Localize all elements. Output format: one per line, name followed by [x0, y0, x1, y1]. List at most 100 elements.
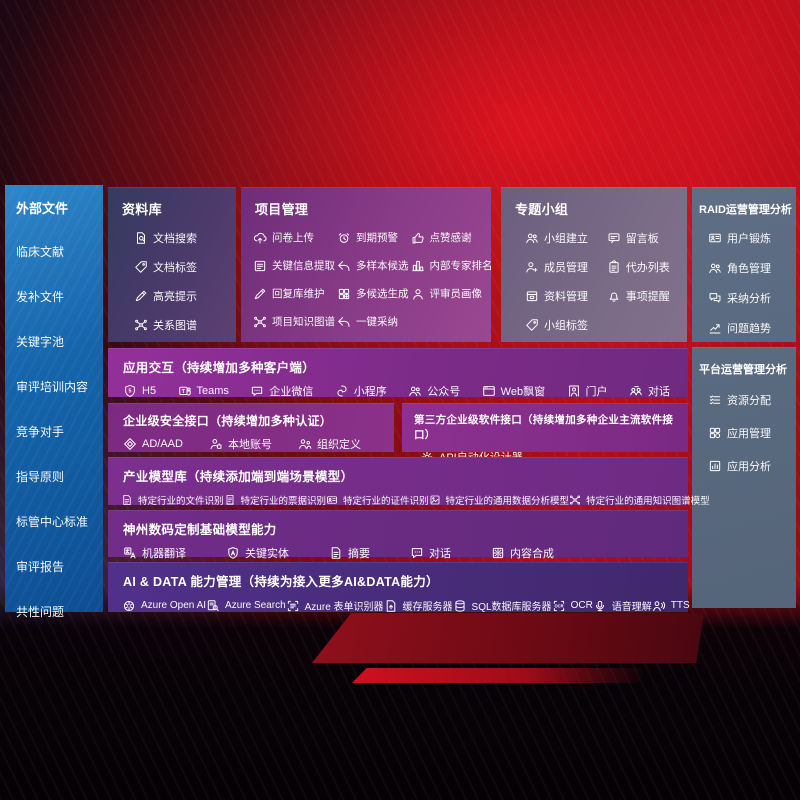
item-multi-sample-candidate[interactable]: 多样本候选	[337, 258, 409, 273]
item-doc-search[interactable]: 文档搜索	[134, 230, 236, 246]
item-member-manage[interactable]: 成员管理	[525, 259, 607, 275]
model-receipt-recognition[interactable]: 特定行业的票据识别	[224, 493, 326, 507]
doc-icon	[329, 546, 343, 560]
item-questionnaire-upload[interactable]: 问卷上传	[253, 230, 335, 245]
row-industry-items: 特定行业的文件识别 特定行业的票据识别 特定行业的证件识别 特定行业的通用数据分析模型…	[108, 485, 710, 507]
item-due-warning[interactable]: 到期预警	[337, 230, 409, 245]
auth-org-definition[interactable]: 组织定义	[298, 436, 361, 452]
item-message-board[interactable]: 留言板	[607, 230, 681, 246]
sidebar-item-competitors[interactable]: 竞争对手	[16, 423, 99, 440]
cap-content-compose[interactable]: 内容合成	[491, 545, 554, 561]
sidebar-item-supplement-files[interactable]: 发补文件	[16, 288, 99, 305]
item-label: 多候选生成	[356, 288, 409, 300]
people-icon	[408, 384, 422, 398]
item-one-click-adopt[interactable]: 一键采纳	[337, 314, 409, 329]
client-web-popup[interactable]: Web飘窗	[482, 383, 545, 399]
item-reply-lib-maintain[interactable]: 回复库维护	[253, 286, 335, 301]
svc-sql-server[interactable]: SQL数据库服务器	[453, 598, 552, 613]
item-material-manage[interactable]: 资料管理	[525, 288, 607, 304]
sidebar-item-keyword-pool[interactable]: 关键字池	[16, 333, 99, 350]
item-label: 小组标签	[544, 320, 588, 332]
svc-cache-server[interactable]: 缓存服务器	[384, 598, 453, 613]
row-aidata-items: Azure Open AI Azure Search Azure 表单识别器 缓存服务…	[108, 590, 690, 613]
item-label: 问卷上传	[272, 232, 314, 244]
item-app-manage[interactable]: 应用管理	[708, 425, 796, 441]
image-chart-icon	[429, 494, 441, 506]
item-todo-list[interactable]: 代办列表	[607, 259, 681, 275]
sidebar-item-common-issues[interactable]: 共性问题	[16, 603, 99, 620]
panel-group-items: 小组建立 留言板成员管理 代办列表 资料管理 事项提醒小组标签	[501, 218, 687, 333]
model-id-recognition[interactable]: 特定行业的证件识别	[326, 493, 429, 507]
client-official-account[interactable]: 公众号	[408, 383, 460, 399]
sidebar-external-files: 外部文件 临床文献 发补文件 关键字池 审评培训内容 竞争对手 指导原则 标管中心标准 审评报…	[5, 185, 103, 619]
sidebar-item-standards-center[interactable]: 标管中心标准	[16, 513, 99, 530]
item-role-manage[interactable]: 角色管理	[708, 260, 796, 276]
item-user-training[interactable]: 用户锻炼	[708, 230, 796, 246]
client-dialog[interactable]: 对话	[629, 383, 670, 399]
item-label: 企业微信	[269, 386, 314, 398]
client-portal[interactable]: 门户	[567, 383, 608, 399]
item-key-info-extract[interactable]: 关键信息提取	[253, 258, 335, 273]
model-file-recognition[interactable]: 特定行业的文件识别	[121, 493, 224, 507]
svc-azure-search[interactable]: Azure Search	[206, 599, 286, 613]
sidebar-item-review-training[interactable]: 审评培训内容	[16, 378, 99, 395]
svc-tts[interactable]: TTS	[652, 599, 690, 613]
grid-plus-icon	[337, 287, 351, 301]
sidebar-item-clinical-literature[interactable]: 临床文献	[16, 243, 99, 260]
item-project-knowledge-graph[interactable]: 项目知识图谱	[253, 314, 335, 329]
cap-dialog[interactable]: 对话	[410, 545, 451, 561]
item-label: 一键采纳	[356, 316, 398, 328]
item-label: Web飘窗	[500, 386, 546, 398]
client-teams[interactable]: Teams	[178, 384, 229, 398]
item-group-tags[interactable]: 小组标签	[525, 317, 607, 333]
item-highlight-tip[interactable]: 高亮提示	[134, 288, 236, 304]
cap-summary[interactable]: 摘要	[329, 545, 370, 561]
row-interaction-items: H5 Teams 企业微信 小程序 公众号 Web飘窗 门户 对话	[108, 376, 688, 399]
panel-platform-items: 资源分配应用管理应用分析	[692, 377, 796, 474]
svc-speech-understanding[interactable]: 语音理解	[593, 598, 652, 613]
item-label: 竞争对手	[16, 425, 65, 439]
item-expert-ranking[interactable]: 内部专家排名	[411, 258, 493, 273]
item-relation-graph[interactable]: 关系图谱	[134, 317, 236, 333]
item-issue-trend[interactable]: 问题趋势	[708, 320, 796, 336]
reply-arrow-icon	[337, 259, 351, 273]
cache-server-icon	[384, 599, 398, 613]
sidebar-items: 临床文献发补文件关键字池审评培训内容 竞争对手指导原则标管中心标准 审评报告共性问题	[5, 217, 103, 620]
cap-machine-translation[interactable]: 机器翻译	[123, 545, 186, 561]
item-matter-reminder[interactable]: 事项提醒	[607, 288, 681, 304]
item-reviewer-profile[interactable]: 评审员画像	[411, 286, 493, 301]
item-like-thanks[interactable]: 点赞感谢	[411, 230, 493, 245]
sidebar-item-guidelines[interactable]: 指导原则	[16, 468, 99, 485]
teams-icon	[178, 384, 192, 398]
item-label: 留言板	[625, 233, 659, 245]
svc-ocr[interactable]: OCR	[552, 599, 593, 613]
model-general-data-analysis[interactable]: 特定行业的通用数据分析模型	[429, 493, 569, 507]
auth-ad-aad[interactable]: AD/AAD	[123, 437, 183, 451]
item-app-analysis[interactable]: 应用分析	[708, 458, 796, 474]
person-icon	[411, 287, 425, 301]
client-wecom[interactable]: 企业微信	[250, 383, 313, 399]
svc-azure-openai[interactable]: Azure Open AI	[122, 599, 206, 613]
org-people-icon	[298, 437, 312, 451]
item-adoption-analysis[interactable]: 采纳分析	[708, 290, 796, 306]
svc-form-recognizer[interactable]: Azure 表单识别器	[286, 598, 384, 613]
item-multi-candidate-gen[interactable]: 多候选生成	[337, 286, 409, 301]
diamond-icon	[123, 437, 137, 451]
model-general-knowledge-graph[interactable]: 特定行业的通用知识图谱模型	[569, 493, 710, 507]
sidebar-item-review-reports[interactable]: 审评报告	[16, 558, 99, 575]
compose-icon	[491, 546, 505, 560]
item-resource-allocation[interactable]: 资源分配	[708, 392, 796, 408]
client-miniprogram[interactable]: 小程序	[335, 383, 387, 399]
item-label: 关键实体	[245, 548, 289, 560]
doc-search-icon	[134, 231, 148, 245]
item-label: 评审员画像	[429, 288, 483, 300]
panel-datastore: 资料库 文档搜索文档标签高亮提示关系图谱文档分类	[108, 187, 236, 361]
row-industry-title: 产业模型库（持续添加端到端场景模型）	[123, 470, 354, 484]
client-h5[interactable]: H5	[123, 384, 156, 398]
cap-key-entity[interactable]: 关键实体	[226, 545, 289, 561]
reply-arrow-icon	[337, 315, 351, 329]
item-group-create[interactable]: 小组建立	[525, 230, 607, 246]
item-label: Azure 表单识别器	[304, 602, 384, 613]
auth-local-account[interactable]: 本地账号	[209, 436, 272, 452]
item-doc-tags[interactable]: 文档标签	[134, 259, 236, 275]
